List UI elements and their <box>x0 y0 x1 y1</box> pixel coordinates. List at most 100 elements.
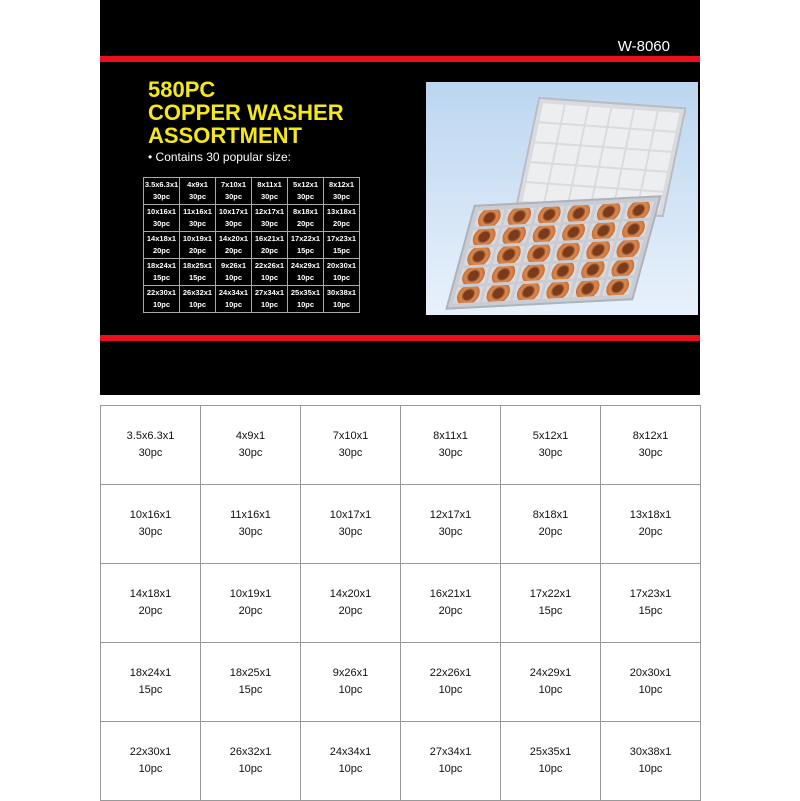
size-cell: 13x18x1 20pc <box>600 484 701 564</box>
washer-size: 3.5x6.3x1 <box>126 430 175 442</box>
washer-compartment <box>503 207 535 226</box>
size-cell: 9x26x1 10pc <box>300 642 401 722</box>
size-cell: 8x11x1 30pc <box>400 405 501 485</box>
washer-size: 5x12x1 <box>532 430 569 442</box>
washer-qty: 15pc <box>296 246 315 255</box>
lid-label <box>530 143 556 163</box>
title-line: ASSORTMENT <box>148 123 302 148</box>
size-cell: 26x32x1 10pc <box>179 285 216 313</box>
size-cell: 17x23x1 15pc <box>323 231 360 259</box>
size-cell: 30x38x1 10pc <box>323 285 360 313</box>
washer-qty: 10pc <box>224 273 243 282</box>
washer-qty: 15pc <box>138 684 163 696</box>
washer-size: 14x20x1 <box>218 234 249 243</box>
washer-qty: 30pc <box>438 447 463 459</box>
lid-label <box>535 123 561 143</box>
washer-size: 17x22x1 <box>529 588 572 600</box>
washer-size: 10x17x1 <box>218 207 249 216</box>
washer-qty: 10pc <box>238 763 263 775</box>
size-cell: 5x12x1 30pc <box>287 177 324 205</box>
washer-size: 30x38x1 <box>629 746 672 758</box>
washer-compartment <box>542 281 574 299</box>
size-cell: 5x12x1 30pc <box>500 405 601 485</box>
size-cell: 18x25x1 15pc <box>200 642 301 722</box>
size-cell: 7x10x1 30pc <box>300 405 401 485</box>
washer-compartment <box>498 226 530 245</box>
size-cell: 4x9x1 30pc <box>200 405 301 485</box>
washer-qty: 30pc <box>152 192 171 201</box>
washer-size: 27x34x1 <box>254 288 285 297</box>
size-table: 3.5x6.3x1 30pc 4x9x1 30pc 7x10x1 30pc 8x11x1 30… <box>100 405 701 801</box>
washer-size: 20x30x1 <box>326 261 357 270</box>
size-cell: 8x11x1 30pc <box>251 177 288 205</box>
washer-size: 12x17x1 <box>254 207 285 216</box>
washer-size: 18x24x1 <box>129 667 172 679</box>
washer-compartment <box>601 278 634 296</box>
product-banner: W-8060 580PC COPPER WASHER ASSORTMENT • … <box>100 0 700 395</box>
washer-size: 12x17x1 <box>429 509 472 521</box>
washer-size: 24x29x1 <box>290 261 321 270</box>
washer-compartment <box>493 246 525 264</box>
washer-size: 8x18x1 <box>532 509 569 521</box>
washer-size: 24x29x1 <box>529 667 572 679</box>
size-cell: 24x29x1 10pc <box>500 642 601 722</box>
washer-size: 7x10x1 <box>332 430 369 442</box>
red-stripe-bottom <box>100 335 700 341</box>
table-row: 22x30x1 10pc 26x32x1 10pc 24x34x1 10pc 27x34x1… <box>100 721 701 801</box>
title-line: COPPER WASHER <box>148 100 344 125</box>
washer-qty: 20pc <box>224 246 243 255</box>
washer-compartment <box>593 203 625 221</box>
washer-size: 24x34x1 <box>218 288 249 297</box>
washer-size: 20x30x1 <box>629 667 672 679</box>
size-cell: 20x30x1 10pc <box>600 642 701 722</box>
size-cell: 25x35x1 10pc <box>287 285 324 313</box>
lid-label <box>549 164 575 185</box>
size-cell: 14x18x1 20pc <box>143 231 180 259</box>
washer-qty: 10pc <box>438 763 463 775</box>
washer-size: 14x18x1 <box>129 588 172 600</box>
washer-qty: 15pc <box>538 605 563 617</box>
lid-label <box>553 144 579 165</box>
table-row: 14x18x1 20pc 10x19x1 20pc 14x20x1 20pc 16x21x1… <box>100 563 701 643</box>
model-number: W-8060 <box>617 38 670 55</box>
washer-qty: 30pc <box>138 526 163 538</box>
washer-qty: 30pc <box>224 219 243 228</box>
product-photo <box>426 82 698 315</box>
lid-label <box>577 146 602 166</box>
lid-label <box>558 124 584 145</box>
washer-size: 16x21x1 <box>429 588 472 600</box>
size-cell: 22x26x1 10pc <box>400 642 501 722</box>
washer-size: 8x12x1 <box>328 180 355 189</box>
lid-label <box>646 151 672 171</box>
washer-size: 10x16x1 <box>129 509 172 521</box>
size-cell: 14x20x1 20pc <box>300 563 401 643</box>
size-cell: 8x18x1 20pc <box>500 484 601 564</box>
size-cell: 26x32x1 10pc <box>200 721 301 801</box>
washer-size: 10x17x1 <box>329 509 372 521</box>
size-table-small: 3.5x6.3x1 30pc 4x9x1 30pc 7x10x1 30pc 8x11x1 30… <box>143 177 360 313</box>
washer-qty: 10pc <box>538 763 563 775</box>
washer-size: 13x18x1 <box>326 207 357 216</box>
size-cell: 27x34x1 10pc <box>251 285 288 313</box>
washer-compartment <box>617 220 649 239</box>
table-row: 3.5x6.3x1 30pc 4x9x1 30pc 7x10x1 30pc 8x11x1 30… <box>143 177 360 205</box>
size-cell: 12x17x1 30pc <box>251 204 288 232</box>
size-cell: 17x23x1 15pc <box>600 563 701 643</box>
size-cell: 12x17x1 30pc <box>400 484 501 564</box>
lid-label <box>654 111 680 131</box>
size-cell: 13x18x1 20pc <box>323 204 360 232</box>
lid-label <box>650 131 676 151</box>
size-cell: 22x26x1 10pc <box>251 258 288 286</box>
size-cell: 17x22x1 15pc <box>500 563 601 643</box>
size-cell: 16x21x1 20pc <box>251 231 288 259</box>
size-cell: 25x35x1 10pc <box>500 721 601 801</box>
size-cell: 11x16x1 30pc <box>179 204 216 232</box>
washer-compartment <box>488 265 520 283</box>
washer-size: 5x12x1 <box>292 180 319 189</box>
washer-compartment <box>523 244 555 263</box>
washer-size: 8x11x1 <box>257 180 282 189</box>
washer-size: 17x23x1 <box>629 588 672 600</box>
washer-qty: 30pc <box>238 447 263 459</box>
washer-compartment <box>577 260 609 279</box>
lid-label <box>539 103 565 123</box>
